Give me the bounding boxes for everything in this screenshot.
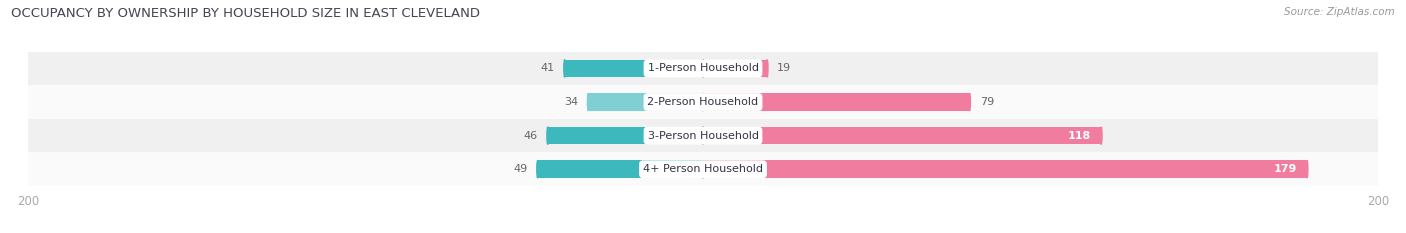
Circle shape: [564, 60, 565, 77]
Circle shape: [702, 127, 704, 144]
Text: 19: 19: [778, 63, 792, 73]
Text: 49: 49: [513, 164, 527, 174]
Circle shape: [702, 60, 704, 77]
Bar: [565, 60, 703, 77]
Bar: [703, 161, 1308, 178]
Circle shape: [588, 93, 589, 111]
Circle shape: [766, 60, 768, 77]
Circle shape: [702, 161, 704, 178]
Text: 118: 118: [1067, 131, 1091, 141]
Text: 1-Person Household: 1-Person Household: [648, 63, 758, 73]
Bar: [28, 85, 1378, 119]
Circle shape: [969, 93, 970, 111]
Text: Source: ZipAtlas.com: Source: ZipAtlas.com: [1284, 7, 1395, 17]
Bar: [28, 119, 1378, 152]
Bar: [703, 127, 1101, 144]
Circle shape: [1306, 161, 1308, 178]
Text: OCCUPANCY BY OWNERSHIP BY HOUSEHOLD SIZE IN EAST CLEVELAND: OCCUPANCY BY OWNERSHIP BY HOUSEHOLD SIZE…: [11, 7, 481, 20]
Circle shape: [547, 127, 548, 144]
Text: 4+ Person Household: 4+ Person Household: [643, 164, 763, 174]
Bar: [588, 93, 703, 111]
Bar: [548, 127, 703, 144]
Bar: [28, 152, 1378, 186]
Text: 34: 34: [564, 97, 578, 107]
Text: 2-Person Household: 2-Person Household: [647, 97, 759, 107]
Circle shape: [702, 93, 704, 111]
Bar: [537, 161, 703, 178]
Bar: [703, 93, 970, 111]
Circle shape: [1101, 127, 1102, 144]
Text: 3-Person Household: 3-Person Household: [648, 131, 758, 141]
Circle shape: [702, 127, 704, 144]
Bar: [703, 60, 768, 77]
Text: 79: 79: [980, 97, 994, 107]
Circle shape: [702, 93, 704, 111]
Circle shape: [702, 161, 704, 178]
Text: 41: 41: [540, 63, 554, 73]
Text: 46: 46: [523, 131, 537, 141]
Bar: [28, 52, 1378, 85]
Text: 179: 179: [1274, 164, 1296, 174]
Circle shape: [537, 161, 538, 178]
Circle shape: [702, 60, 704, 77]
